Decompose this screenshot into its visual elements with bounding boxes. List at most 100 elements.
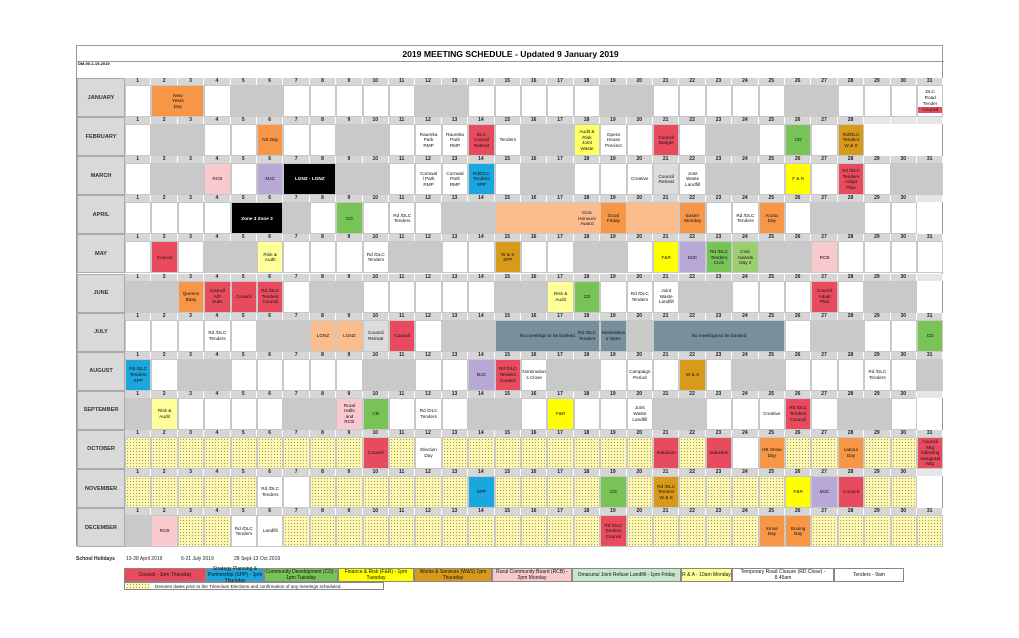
event-entry[interactable]: Nomination s Close bbox=[522, 359, 547, 390]
event-entry[interactable]: Rural Halls and RCB bbox=[337, 398, 362, 429]
event-entry[interactable]: Election Day bbox=[416, 437, 441, 468]
event-entry[interactable]: RCB bbox=[812, 242, 837, 273]
event-entry[interactable]: Audit & Risk Joint Waste bbox=[574, 125, 600, 156]
event-entry[interactable]: Council bbox=[152, 242, 177, 273]
event-entry[interactable]: F&R bbox=[548, 398, 573, 429]
event-entry[interactable]: Easter Monday bbox=[680, 203, 705, 234]
event-entry[interactable]: MJC bbox=[812, 477, 837, 508]
event-entry[interactable]: Rd /DLC Tenders bbox=[733, 203, 758, 234]
event-entry[interactable]: LGNZ bbox=[310, 320, 336, 351]
day-cell bbox=[705, 358, 733, 391]
event-entry[interactable]: Rd /DLC Tenders Council bbox=[258, 281, 283, 312]
event-entry[interactable]: HB Show Day bbox=[759, 437, 784, 468]
event-entry[interactable]: Nomination s Open bbox=[601, 320, 626, 351]
event-entry[interactable]: Xmas Day bbox=[759, 516, 784, 547]
event-entry[interactable]: Raureka Park RMP bbox=[416, 125, 441, 156]
day-number: 29 bbox=[864, 390, 891, 398]
event-entry[interactable]: Zone 3 Zone 3 bbox=[231, 203, 283, 234]
event-entry[interactable]: Rd /DLC Tenders bbox=[205, 320, 230, 351]
event-entry[interactable]: F&R bbox=[786, 477, 811, 508]
event-entry[interactable]: Creative bbox=[627, 164, 652, 195]
event-entry[interactable]: Rd /DLC Tenders bbox=[363, 242, 388, 273]
event-entry[interactable]: CD bbox=[363, 398, 388, 429]
event-entry[interactable]: Council bbox=[231, 281, 256, 312]
event-entry[interactable]: Council Retreat bbox=[363, 320, 388, 351]
event-entry[interactable]: Joint Waste Landfill bbox=[680, 164, 705, 195]
event-entry[interactable]: Cornwal Park RMP bbox=[442, 164, 468, 195]
event-entry[interactable]: Civic Awards Day 2 bbox=[733, 242, 758, 273]
event-entry[interactable]: W & S bbox=[680, 359, 705, 390]
event-entry[interactable]: CD bbox=[574, 281, 600, 312]
event-entry[interactable]: Opera House Precinct bbox=[601, 125, 626, 156]
event-entry[interactable]: Good Friday bbox=[601, 203, 626, 234]
day-number: 12 bbox=[415, 234, 442, 242]
event-entry[interactable]: Queens Bday bbox=[178, 281, 204, 312]
event-entry[interactable]: Rd /DLC Tenders bbox=[390, 203, 415, 234]
event-text-line: W & S bbox=[844, 142, 858, 148]
event-entry[interactable]: Landfill bbox=[258, 516, 283, 547]
event-entry[interactable]: Risk & Audit bbox=[152, 398, 177, 429]
event-entry[interactable]: DLC Council Retreat bbox=[469, 125, 494, 156]
event-entry[interactable]: Rd /DLC Tenders SPP bbox=[126, 359, 151, 390]
event-entry[interactable]: Rd /DLC Tenders Council bbox=[786, 398, 811, 429]
event-entry[interactable]: Rd /DLC Tenders bbox=[865, 359, 890, 390]
event-entry[interactable]: Rd /DLC Tenders W & S bbox=[654, 477, 679, 508]
event-entry[interactable]: LGNZ - LGNZ bbox=[284, 164, 336, 195]
event-entry[interactable]: F & R bbox=[786, 164, 811, 195]
event-entry[interactable]: CD bbox=[601, 477, 626, 508]
day-number: 9 bbox=[336, 469, 363, 476]
event-entry[interactable]: Joint Waste Landfill bbox=[654, 281, 679, 312]
event-entry[interactable]: Council bbox=[363, 437, 388, 468]
event-entry[interactable]: Rd /DLC Tenders bbox=[231, 516, 256, 547]
event-entry[interactable]: DLC Road Tender Council bbox=[918, 86, 943, 117]
event-entry[interactable]: Rd /DLC Tenders Adopt Plan bbox=[838, 164, 864, 195]
event-entry[interactable]: Council Budget bbox=[654, 125, 679, 156]
event-entry[interactable]: NZ Day bbox=[258, 125, 283, 156]
event-entry[interactable]: MJC bbox=[469, 359, 494, 390]
event-entry[interactable]: Civic Honours Award bbox=[495, 203, 679, 234]
event-entry[interactable]: Council A/P Subs bbox=[205, 281, 230, 312]
event-entry[interactable]: CD bbox=[918, 320, 943, 351]
event-entry[interactable]: CD bbox=[786, 125, 811, 156]
event-entry[interactable]: Rd /DLC Tenders Civic bbox=[706, 242, 732, 273]
event-entry[interactable]: Induction bbox=[654, 437, 679, 468]
event-entry[interactable]: RCB bbox=[152, 516, 177, 547]
event-entry[interactable]: Council bbox=[390, 320, 415, 351]
event-entry[interactable]: Risk & Audit bbox=[258, 242, 283, 273]
event-entry[interactable]: Cornwal l Park RMP bbox=[416, 164, 441, 195]
event-entry[interactable]: Rd /DLC Tenders bbox=[258, 477, 283, 508]
event-entry[interactable]: Anzac Day bbox=[759, 203, 784, 234]
event-text-line: DLC bbox=[476, 131, 487, 137]
event-entry[interactable]: CD bbox=[337, 203, 362, 234]
event-entry[interactable]: Rd /DLC Tenders Council bbox=[601, 516, 626, 547]
event-entry[interactable]: Boxing Day bbox=[786, 516, 811, 547]
event-entry[interactable]: Rd /DLC Tenders bbox=[627, 281, 652, 312]
event-entry[interactable]: Council bbox=[838, 477, 864, 508]
school-holidays-label: School Holidays bbox=[76, 556, 115, 562]
event-entry[interactable]: Campaign Period bbox=[627, 359, 652, 390]
event-entry[interactable]: No meetings to be booked bbox=[654, 320, 784, 351]
event-entry[interactable]: Rd /DLC Tenders Council bbox=[495, 359, 520, 390]
event-entry[interactable]: Risk & Audit bbox=[548, 281, 573, 312]
event-entry[interactable]: Creative bbox=[759, 398, 784, 429]
event-entry[interactable]: W & S SPP bbox=[495, 242, 520, 273]
event-entry[interactable]: Council Mtg following Inaugural Mtg bbox=[918, 437, 943, 468]
event-entry[interactable]: LGNZ bbox=[337, 320, 362, 351]
event-entry[interactable]: MJC bbox=[258, 164, 283, 195]
event-entry[interactable]: Council Retreat bbox=[654, 164, 679, 195]
event-entry[interactable]: SPP bbox=[469, 477, 494, 508]
event-entry[interactable]: Induction bbox=[706, 437, 732, 468]
event-entry[interactable]: RCB bbox=[205, 164, 230, 195]
event-entry[interactable]: Joint Waste Landfill bbox=[627, 398, 652, 429]
event-entry[interactable]: Raureka Park RMP bbox=[442, 125, 468, 156]
event-entry[interactable]: Rd /DLC Tenders bbox=[574, 320, 600, 351]
event-entry[interactable]: Rd/DLC Tenders W & S bbox=[838, 125, 864, 156]
event-entry[interactable]: Rd/DLC Tenders SPP bbox=[469, 164, 494, 195]
event-entry[interactable]: F&R bbox=[654, 242, 679, 273]
event-entry[interactable]: Labour Day bbox=[838, 437, 864, 468]
event-entry[interactable]: Council Adopt Plan bbox=[812, 281, 837, 312]
event-entry[interactable]: MJC bbox=[680, 242, 705, 273]
event-entry[interactable]: Tenders bbox=[495, 125, 520, 156]
event-entry[interactable]: Rd /DLC Tenders bbox=[416, 398, 441, 429]
event-entry[interactable]: New Years Day bbox=[152, 86, 204, 117]
